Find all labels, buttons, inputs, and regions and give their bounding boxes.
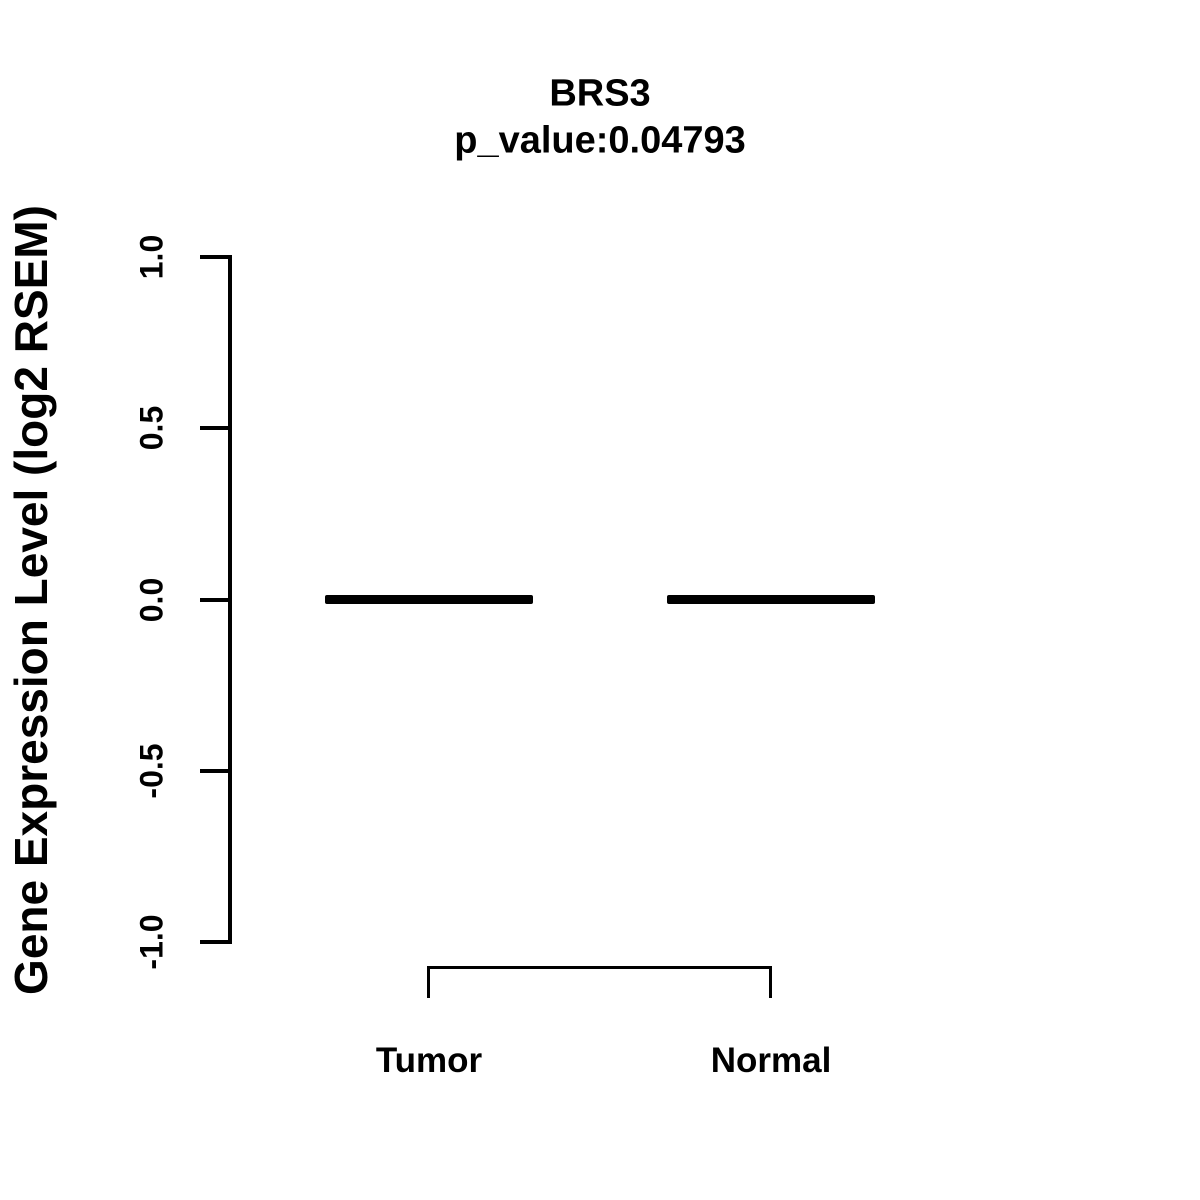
tumor-median-line (325, 595, 533, 604)
y-tick-label-0.0: 0.0 (133, 577, 170, 623)
chart-title: BRS3 (549, 72, 651, 115)
y-tick-label-1.0: 1.0 (133, 234, 170, 280)
x-category-label-normal: Normal (710, 1041, 832, 1080)
y-axis-tick-1.0 (200, 255, 230, 259)
y-axis-label: Gene Expression Level (log2 RSEM) (5, 205, 57, 995)
normal-median-line (667, 595, 875, 604)
y-axis-line (228, 255, 232, 944)
y-axis-tick-0.0 (200, 598, 230, 602)
y-axis-tick-neg0.5 (200, 769, 230, 773)
y-tick-label-0.5: 0.5 (133, 405, 170, 451)
y-tick-label-neg0.5: -0.5 (133, 743, 170, 799)
chart-subtitle-pvalue: p_value:0.04793 (454, 119, 746, 162)
x-category-label-tumor: Tumor (375, 1041, 483, 1080)
x-axis-bracket (427, 966, 772, 998)
y-axis-tick-neg1.0 (200, 940, 230, 944)
y-tick-label-neg1.0: -1.0 (133, 914, 170, 970)
y-axis-tick-0.5 (200, 426, 230, 430)
